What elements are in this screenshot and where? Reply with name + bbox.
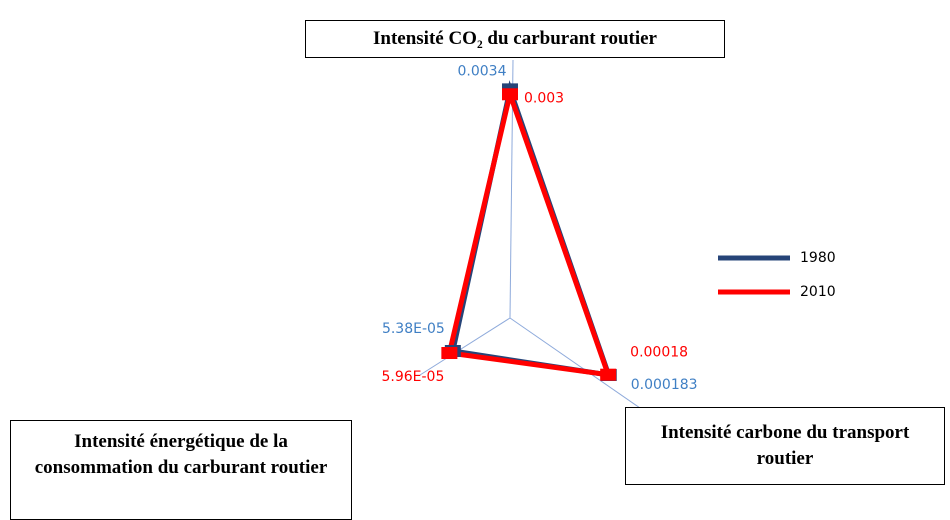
category-label: Intensité carbone du transport routier: [625, 407, 945, 485]
category-label: Intensité CO₂ du carburant routier: [305, 20, 725, 58]
axis-spoke: [419, 317, 511, 376]
value-label: 0.0034: [458, 63, 507, 79]
legend-label: 2010: [800, 284, 836, 300]
value-label: 5.38E-05: [382, 321, 445, 337]
value-label: 0.003: [524, 90, 564, 106]
marker: [502, 88, 518, 101]
axis-spoke: [509, 317, 641, 409]
marker: [441, 347, 458, 360]
legend-label: 1980: [800, 250, 836, 266]
category-label: Intensité énergétique de la consommation…: [10, 420, 352, 520]
marker: [600, 368, 617, 381]
value-label: 5.96E-05: [381, 369, 444, 385]
series-line: [446, 85, 612, 378]
value-label: 0.00018: [630, 345, 688, 361]
value-label: 0.000183: [631, 377, 698, 393]
